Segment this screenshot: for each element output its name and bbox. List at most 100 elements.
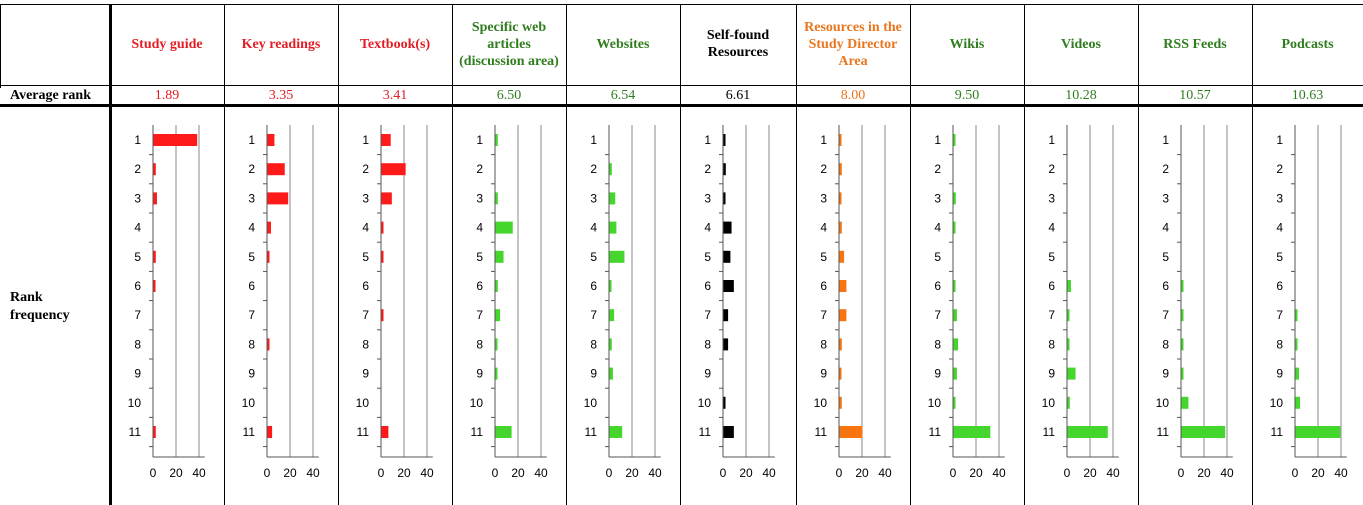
bar <box>495 367 498 380</box>
y-tick-label: 11 <box>929 425 942 439</box>
bar <box>723 134 726 146</box>
bar <box>153 280 156 292</box>
bar <box>839 134 842 146</box>
y-tick-label: 9 <box>362 367 369 381</box>
y-tick-label: 2 <box>362 162 369 176</box>
y-tick-label: 5 <box>590 250 597 264</box>
average-rank-value: 1.89 <box>154 88 180 103</box>
average-rank-value: 9.50 <box>954 88 980 103</box>
column-header: Resources in the Study Director Area <box>804 19 902 69</box>
bar <box>267 163 285 176</box>
x-tick-label: 40 <box>878 466 892 480</box>
y-tick-label: 10 <box>1270 396 1284 410</box>
x-tick-label: 40 <box>420 466 434 480</box>
average-rank-value: 8.00 <box>840 88 866 103</box>
rank-frequency-chart: 1 2 3 4 5 6 7 8 9 10 11 0 20 40 <box>814 125 892 480</box>
x-tick-label: 0 <box>836 466 843 480</box>
bar <box>839 426 863 438</box>
bar <box>1067 309 1070 322</box>
x-tick-label: 0 <box>950 466 957 480</box>
column-border <box>566 4 567 505</box>
bar <box>267 426 273 438</box>
x-tick-label: 0 <box>492 466 499 480</box>
average-rank-value: 10.28 <box>1065 88 1097 103</box>
y-tick-label: 1 <box>248 133 255 147</box>
x-tick-label: 40 <box>1220 466 1234 480</box>
bar <box>153 250 156 263</box>
rank-frequency-chart: 1 2 3 4 5 6 7 8 9 10 11 0 20 40 <box>470 125 548 480</box>
y-tick-label: 4 <box>704 221 711 235</box>
x-tick-label: 40 <box>306 466 320 480</box>
bar <box>953 309 957 322</box>
x-tick-label: 0 <box>1292 466 1299 480</box>
average-rank-value: 10.63 <box>1291 88 1324 103</box>
bar <box>495 338 498 351</box>
bar <box>723 426 734 438</box>
y-tick-label: 10 <box>928 396 942 410</box>
avg-row-border <box>0 104 1363 107</box>
bar <box>1295 338 1298 351</box>
rank-frequency-chart: 1 2 3 4 5 6 7 8 9 10 11 0 20 40 <box>584 125 662 480</box>
x-tick-label: 20 <box>739 466 753 480</box>
x-tick-label: 20 <box>1311 466 1325 480</box>
column-border <box>224 4 225 505</box>
y-tick-label: 8 <box>248 337 255 351</box>
y-tick-label: 1 <box>934 133 941 147</box>
bar <box>495 134 498 146</box>
bar <box>839 338 842 351</box>
table-top-border <box>0 4 1363 5</box>
y-tick-label: 4 <box>934 221 941 235</box>
y-tick-label: 7 <box>704 308 711 322</box>
y-tick-label: 8 <box>590 337 597 351</box>
y-tick-label: 9 <box>1162 367 1169 381</box>
bar <box>153 163 156 176</box>
y-tick-label: 7 <box>590 308 597 322</box>
y-tick-label: 8 <box>704 337 711 351</box>
bar <box>381 250 384 263</box>
rank-frequency-chart: 1 2 3 4 5 6 7 8 9 10 11 0 20 40 <box>242 125 320 480</box>
bar <box>609 163 612 176</box>
bar <box>1295 309 1298 322</box>
bar <box>1181 367 1184 380</box>
column-border <box>910 4 911 505</box>
bar <box>1067 280 1071 292</box>
y-tick-label: 5 <box>362 250 369 264</box>
bar <box>839 221 842 234</box>
y-tick-label: 11 <box>129 425 142 439</box>
bar <box>267 192 289 205</box>
y-tick-label: 1 <box>704 133 711 147</box>
y-tick-label: 9 <box>248 367 255 381</box>
x-tick-label: 0 <box>378 466 385 480</box>
bar <box>153 426 156 438</box>
y-tick-label: 11 <box>699 425 712 439</box>
y-tick-label: 9 <box>934 367 941 381</box>
bar <box>381 163 406 176</box>
bar <box>839 280 847 292</box>
y-tick-label: 11 <box>1157 425 1170 439</box>
y-tick-label: 6 <box>1162 279 1169 293</box>
y-tick-label: 11 <box>815 425 828 439</box>
y-tick-label: 2 <box>1276 162 1283 176</box>
y-tick-label: 3 <box>134 191 141 205</box>
average-rank-value: 6.61 <box>725 88 751 103</box>
average-rank-value: 3.35 <box>268 88 294 103</box>
bar <box>267 134 275 146</box>
rank-frequency-label-line2: frequency <box>10 308 70 323</box>
y-tick-label: 6 <box>704 279 711 293</box>
bar <box>267 338 270 351</box>
x-tick-label: 40 <box>992 466 1006 480</box>
y-tick-label: 8 <box>820 337 827 351</box>
x-tick-label: 20 <box>397 466 411 480</box>
rank-frequency-chart: 1 2 3 4 5 6 7 8 9 10 11 0 20 40 <box>1042 125 1120 480</box>
bar <box>153 192 157 205</box>
x-tick-label: 0 <box>720 466 727 480</box>
y-tick-label: 1 <box>134 133 141 147</box>
y-tick-label: 6 <box>248 279 255 293</box>
column-header: Study guide <box>131 36 203 52</box>
y-tick-label: 1 <box>1048 133 1055 147</box>
y-tick-label: 7 <box>934 308 941 322</box>
bar <box>1181 426 1226 438</box>
y-tick-label: 2 <box>590 162 597 176</box>
x-tick-label: 0 <box>606 466 613 480</box>
y-tick-label: 7 <box>1276 308 1283 322</box>
